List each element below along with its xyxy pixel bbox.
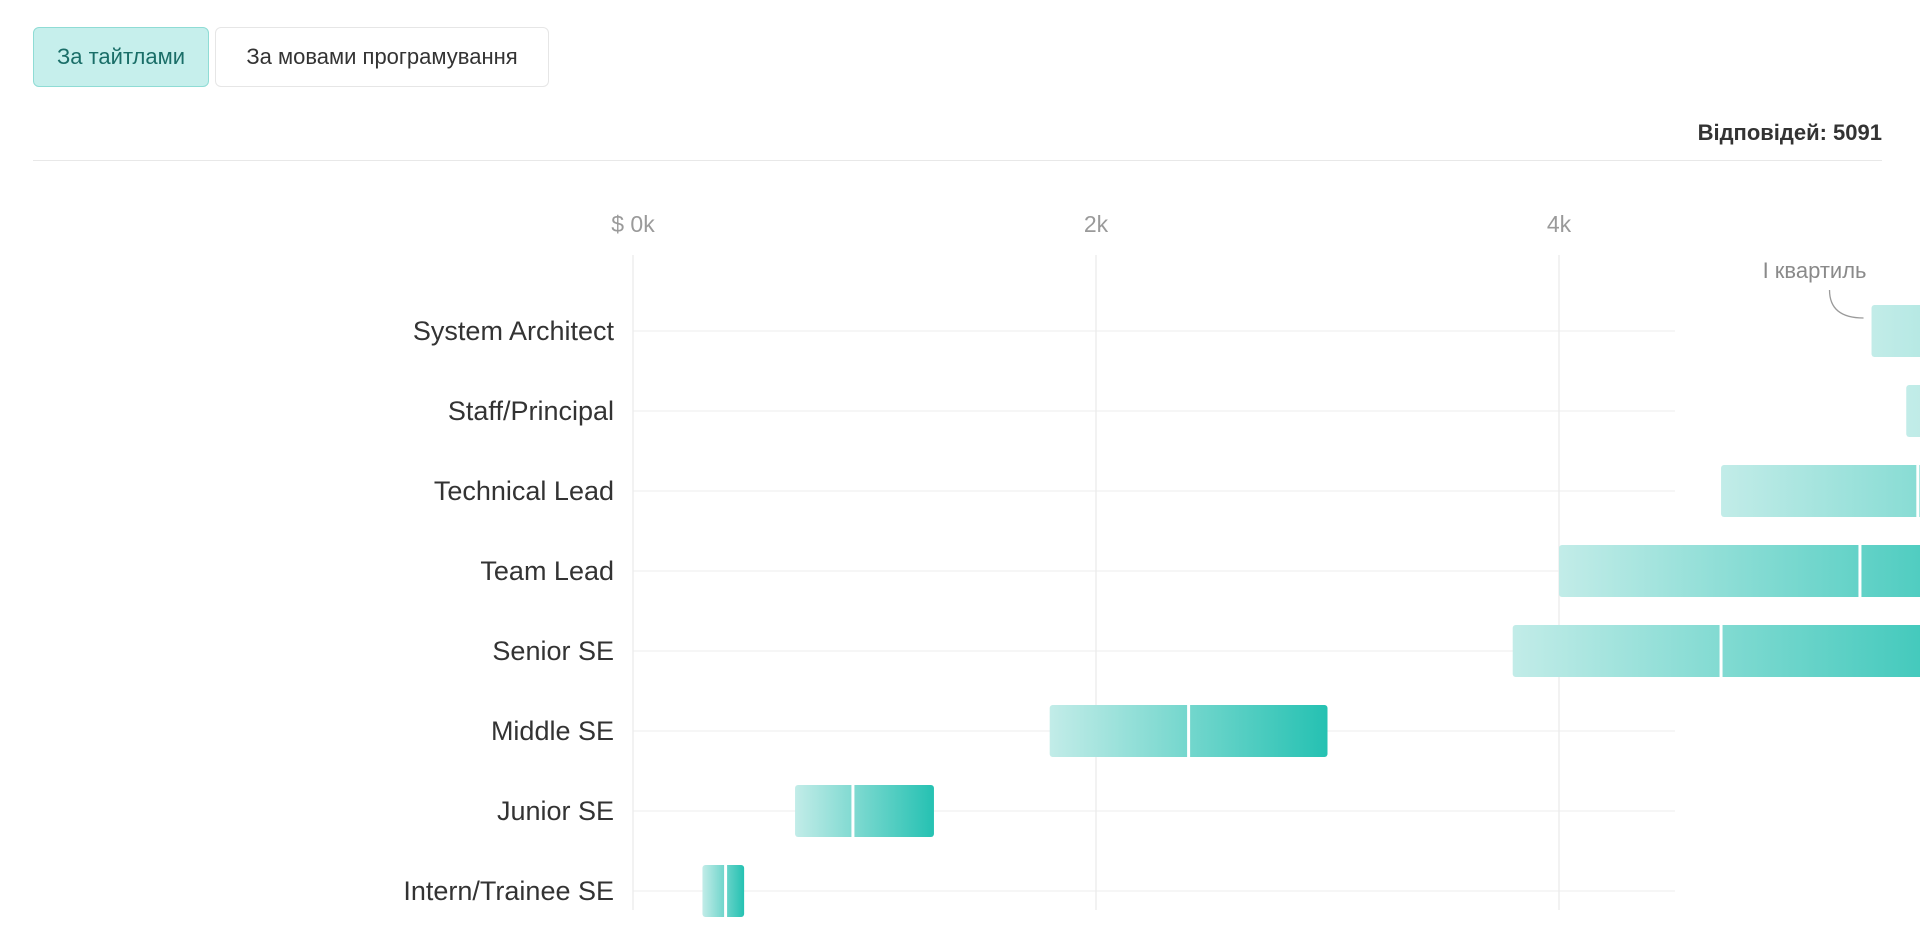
iqr-bar	[1871, 305, 1920, 357]
annotation-q1: І квартиль	[1763, 258, 1867, 283]
category-label: Junior SE	[497, 796, 614, 826]
category-label: Team Lead	[480, 556, 614, 586]
iqr-bar	[1512, 625, 1920, 677]
divider	[33, 160, 1882, 161]
iqr-bar	[1559, 545, 1920, 597]
category-label: Technical Lead	[434, 476, 614, 506]
view-tabs: За тайтлами За мовами програмування	[33, 27, 549, 87]
iqr-bar	[1906, 385, 1920, 437]
category-label: Intern/Trainee SE	[403, 876, 614, 906]
tab-by-titles[interactable]: За тайтлами	[33, 27, 209, 87]
tab-by-languages[interactable]: За мовами програмування	[215, 27, 549, 87]
iqr-bar	[702, 865, 745, 917]
category-label: Staff/Principal	[448, 396, 614, 426]
annotation-q1-connector	[1828, 289, 1864, 319]
iqr-bar	[795, 785, 934, 837]
iqr-bar	[1721, 465, 1920, 517]
responses-count: Відповідей: 5091	[1697, 120, 1882, 145]
category-label: Senior SE	[492, 636, 614, 666]
category-label: System Architect	[413, 316, 615, 346]
x-tick-label: $ 0k	[611, 211, 655, 237]
category-label: Middle SE	[491, 716, 614, 746]
x-tick-label: 2k	[1084, 211, 1109, 237]
x-tick-label: 4k	[1547, 211, 1572, 237]
